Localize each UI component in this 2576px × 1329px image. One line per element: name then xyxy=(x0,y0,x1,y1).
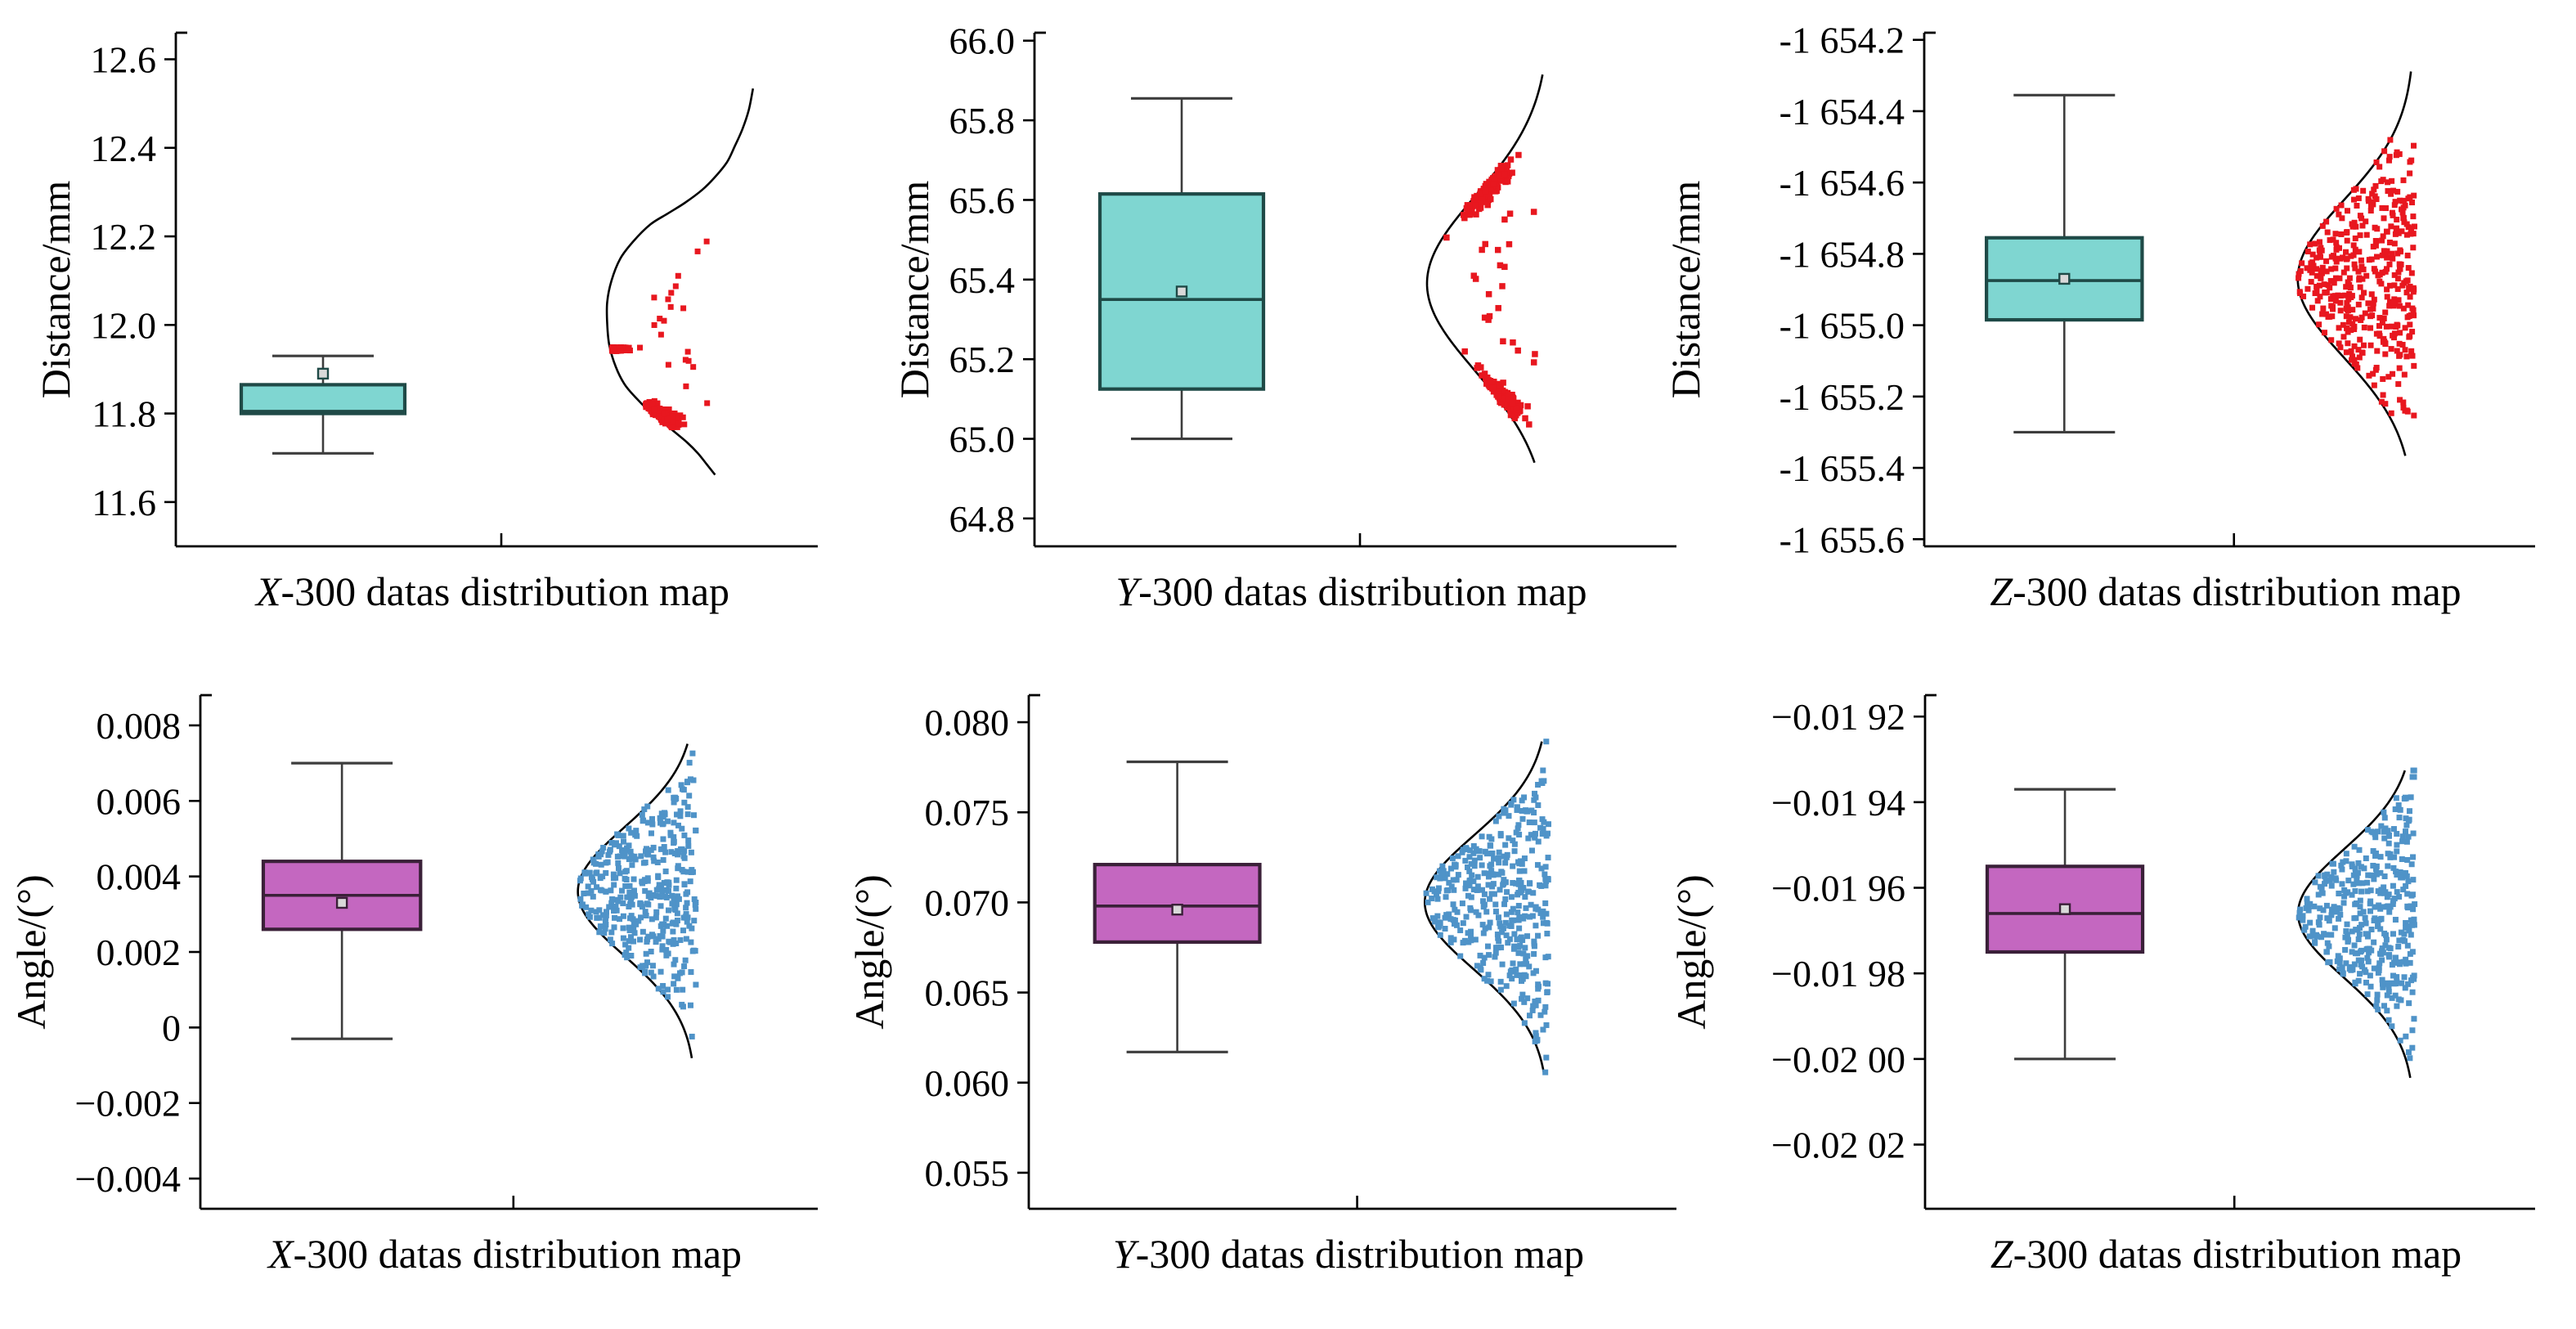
svg-text:0.006: 0.006 xyxy=(96,780,182,822)
svg-text:12.6: 12.6 xyxy=(91,38,157,80)
svg-text:12.0: 12.0 xyxy=(91,304,157,346)
svg-text:Z-300 datas distribution map: Z-300 datas distribution map xyxy=(1990,1231,2462,1277)
svg-text:Angle/(°): Angle/(°) xyxy=(1668,874,1714,1029)
svg-text:−0.01 94: −0.01 94 xyxy=(1771,782,1905,824)
svg-text:−0.002: −0.002 xyxy=(75,1083,181,1125)
svg-text:65.8: 65.8 xyxy=(949,100,1016,141)
svg-text:Angle/(°): Angle/(°) xyxy=(846,874,892,1029)
svg-text:11.6: 11.6 xyxy=(92,482,156,523)
svg-text:Z-300 datas distribution map: Z-300 datas distribution map xyxy=(1990,568,2461,614)
svg-text:65.2: 65.2 xyxy=(949,339,1016,380)
svg-text:Y-300 datas distribution map: Y-300 datas distribution map xyxy=(1113,1231,1584,1277)
svg-text:0.002: 0.002 xyxy=(96,932,182,973)
svg-text:-1 654.6: -1 654.6 xyxy=(1779,162,1905,204)
svg-text:-1 654.8: -1 654.8 xyxy=(1779,233,1905,275)
svg-text:65.6: 65.6 xyxy=(949,179,1016,221)
svg-text:64.8: 64.8 xyxy=(949,498,1016,540)
svg-text:−0.004: −0.004 xyxy=(75,1158,181,1200)
svg-text:-1 655.2: -1 655.2 xyxy=(1779,376,1905,418)
svg-text:−0.02 02: −0.02 02 xyxy=(1771,1125,1905,1166)
svg-text:12.4: 12.4 xyxy=(91,128,157,169)
svg-text:-1 654.2: -1 654.2 xyxy=(1779,20,1905,61)
svg-text:0.055: 0.055 xyxy=(925,1152,1010,1194)
svg-text:65.0: 65.0 xyxy=(949,419,1016,460)
svg-text:12.2: 12.2 xyxy=(91,216,157,258)
svg-text:0: 0 xyxy=(162,1007,181,1048)
svg-text:0.060: 0.060 xyxy=(925,1062,1010,1104)
svg-text:Distance/mm: Distance/mm xyxy=(1663,181,1708,399)
svg-text:−0.01 96: −0.01 96 xyxy=(1771,868,1905,909)
svg-text:0.075: 0.075 xyxy=(925,792,1010,833)
svg-text:-1 654.4: -1 654.4 xyxy=(1779,91,1905,132)
svg-text:Distance/mm: Distance/mm xyxy=(891,181,937,399)
svg-text:−0.01 98: −0.01 98 xyxy=(1771,953,1905,995)
svg-text:-1 655.6: -1 655.6 xyxy=(1779,519,1905,560)
svg-text:11.8: 11.8 xyxy=(92,393,156,435)
svg-text:-1 655.0: -1 655.0 xyxy=(1779,305,1905,347)
svg-text:0.080: 0.080 xyxy=(925,702,1010,743)
svg-text:−0.02 00: −0.02 00 xyxy=(1771,1039,1905,1080)
svg-text:-1 655.4: -1 655.4 xyxy=(1779,447,1905,489)
svg-text:0.065: 0.065 xyxy=(925,972,1010,1014)
svg-text:66.0: 66.0 xyxy=(949,20,1016,62)
svg-text:−0.01 92: −0.01 92 xyxy=(1771,696,1905,738)
svg-text:Y-300 datas distribution map: Y-300 datas distribution map xyxy=(1115,568,1586,614)
svg-text:0.008: 0.008 xyxy=(96,705,182,747)
svg-text:0.070: 0.070 xyxy=(925,882,1010,923)
svg-text:Distance/mm: Distance/mm xyxy=(33,181,79,399)
svg-text:65.4: 65.4 xyxy=(949,259,1016,301)
svg-text:Angle/(°): Angle/(°) xyxy=(8,874,54,1029)
svg-text:X-300 datas distribution map: X-300 datas distribution map xyxy=(267,1231,742,1277)
svg-text:X-300 datas distribution map: X-300 datas distribution map xyxy=(254,568,729,614)
svg-text:0.004: 0.004 xyxy=(96,856,182,898)
